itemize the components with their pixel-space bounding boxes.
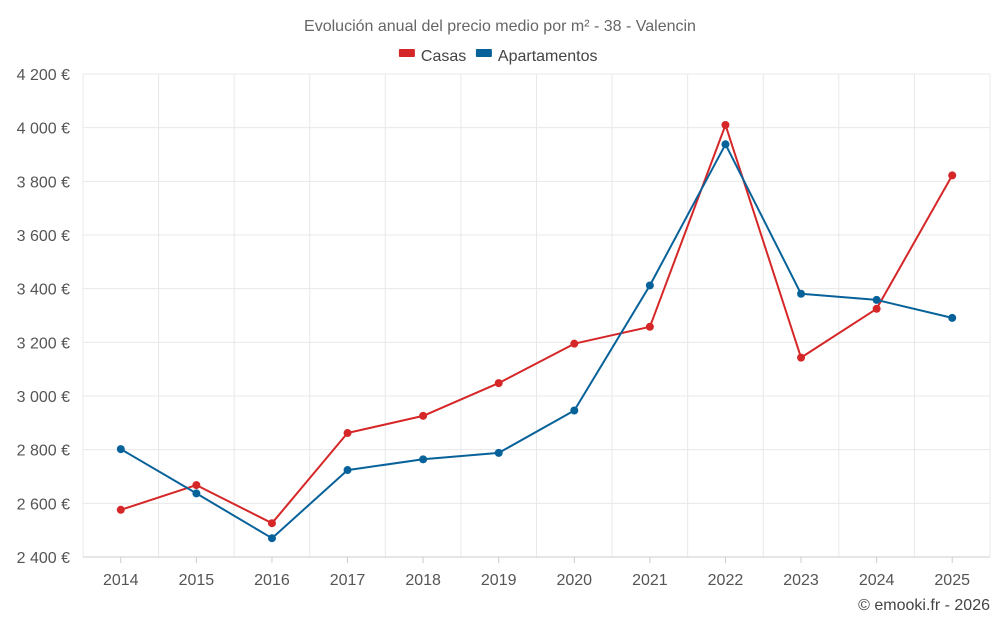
series-apartamentos <box>116 140 957 543</box>
data-point[interactable] <box>948 313 957 322</box>
data-point[interactable] <box>343 429 352 438</box>
data-point[interactable] <box>192 489 201 498</box>
y-tick-label: 3 000 € <box>17 389 70 406</box>
x-tick-label: 2018 <box>405 572 441 589</box>
data-point[interactable] <box>494 448 503 457</box>
credit-text: © emooki.fr - 2026 <box>858 597 990 614</box>
data-point[interactable] <box>797 289 806 298</box>
x-tick-label: 2022 <box>708 572 744 589</box>
series-line <box>120 124 954 525</box>
x-tick-label: 2015 <box>179 572 215 589</box>
data-point[interactable] <box>494 379 503 388</box>
y-tick-label: 2 800 € <box>17 443 70 460</box>
y-tick-label: 3 200 € <box>17 335 70 352</box>
y-tick-label: 2 400 € <box>17 550 70 567</box>
legend-swatch <box>475 49 492 57</box>
x-tick-label: 2016 <box>254 572 290 589</box>
y-tick-label: 3 400 € <box>17 282 70 299</box>
legend-item[interactable]: Casas <box>398 48 466 65</box>
data-point[interactable] <box>872 295 881 304</box>
x-tick-label: 2023 <box>783 572 819 589</box>
data-point[interactable] <box>267 534 276 543</box>
series-line <box>120 143 953 540</box>
legend: Casas Apartamentos <box>398 48 598 65</box>
legend-swatch <box>398 49 415 57</box>
legend-item[interactable]: Apartamentos <box>475 48 598 65</box>
y-tick-label: 4 000 € <box>17 121 70 138</box>
y-tick-label: 2 600 € <box>17 496 70 513</box>
data-point[interactable] <box>645 322 654 331</box>
x-tick-label: 2020 <box>556 572 592 589</box>
data-point[interactable] <box>797 353 806 362</box>
data-point[interactable] <box>192 481 201 490</box>
x-tick-label: 2017 <box>330 572 366 589</box>
y-tick-label: 3 800 € <box>17 174 70 191</box>
chart-title: Evolución anual del precio medio por m² … <box>304 18 696 35</box>
x-tick-label: 2021 <box>632 572 668 589</box>
data-point[interactable] <box>721 120 730 129</box>
data-point[interactable] <box>570 339 579 348</box>
data-point[interactable] <box>116 505 125 514</box>
data-point[interactable] <box>721 140 730 149</box>
x-tick-label: 2025 <box>934 572 970 589</box>
data-point[interactable] <box>343 466 352 475</box>
x-tick-label: 2019 <box>481 572 517 589</box>
axes: 2 400 € 2 600 € 2 800 € 3 000 € 3 200 € 3 400… <box>17 67 990 589</box>
data-point[interactable] <box>419 455 428 464</box>
data-point[interactable] <box>419 411 428 420</box>
y-tick-label: 3 600 € <box>17 228 70 245</box>
legend-label: Casas <box>421 48 466 65</box>
data-point[interactable] <box>570 406 579 415</box>
series <box>116 120 957 543</box>
data-point[interactable] <box>645 281 654 290</box>
x-tick-label: 2024 <box>859 572 895 589</box>
data-point[interactable] <box>116 445 125 454</box>
series-casas <box>116 120 957 528</box>
grid <box>82 73 991 557</box>
y-tick-label: 4 200 € <box>17 67 70 84</box>
data-point[interactable] <box>872 304 881 313</box>
legend-label: Apartamentos <box>498 48 598 65</box>
data-point[interactable] <box>948 171 957 180</box>
x-tick-label: 2014 <box>103 572 139 589</box>
data-point[interactable] <box>267 519 276 528</box>
